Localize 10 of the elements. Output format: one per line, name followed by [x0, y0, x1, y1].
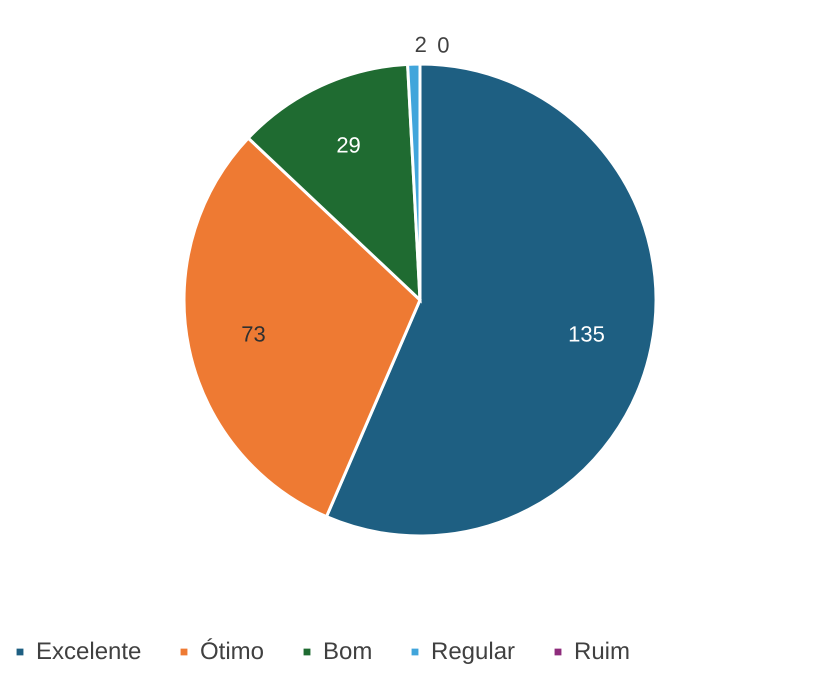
legend-label: Bom — [323, 638, 372, 665]
legend-label: Ótimo — [200, 638, 264, 665]
text: 0 — [437, 32, 450, 58]
data-label: 2 — [414, 32, 427, 58]
legend-label: Regular — [431, 638, 516, 665]
data-label: 135 — [568, 321, 605, 346]
legend-label: Excelente — [36, 638, 142, 665]
legend-label: Ruim — [574, 638, 630, 665]
data-label: 29 — [336, 132, 361, 158]
data-label: 73 — [241, 321, 266, 346]
